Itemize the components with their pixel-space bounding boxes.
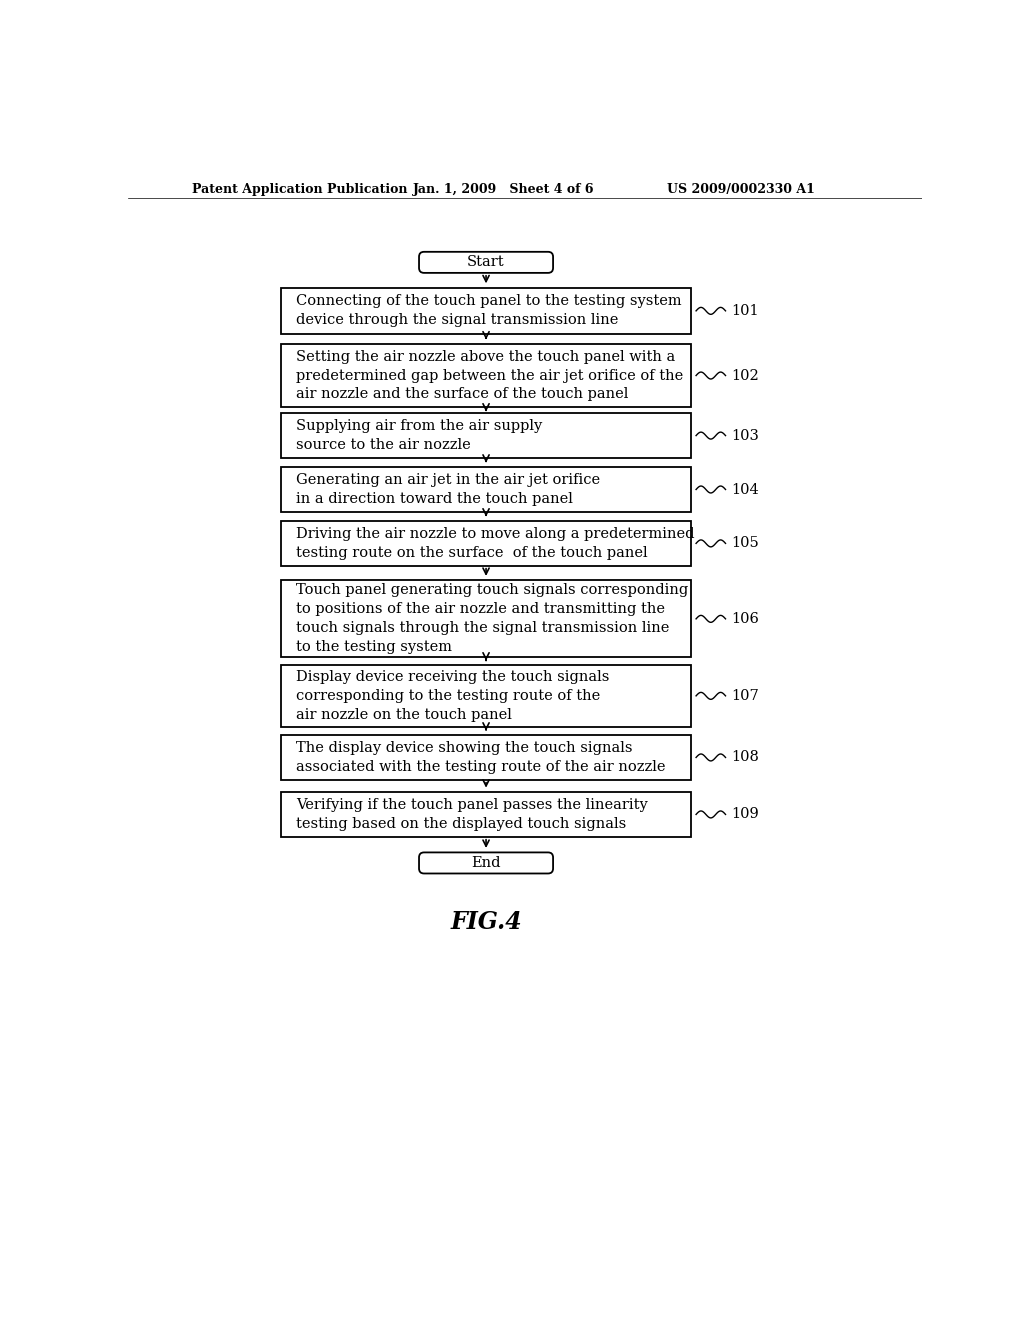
Text: Connecting of the touch panel to the testing system
device through the signal tr: Connecting of the touch panel to the tes… (296, 294, 682, 327)
Text: Touch panel generating touch signals corresponding
to positions of the air nozzl: Touch panel generating touch signals cor… (296, 583, 688, 655)
Text: FIG.4: FIG.4 (451, 911, 522, 935)
Text: Setting the air nozzle above the touch panel with a
predetermined gap between th: Setting the air nozzle above the touch p… (296, 350, 683, 401)
Text: Display device receiving the touch signals
corresponding to the testing route of: Display device receiving the touch signa… (296, 671, 609, 722)
Bar (281, 665, 691, 726)
Text: Start: Start (467, 255, 505, 269)
Text: 101: 101 (732, 304, 760, 318)
Text: Patent Application Publication: Patent Application Publication (191, 183, 408, 197)
Text: 108: 108 (732, 751, 760, 764)
Text: 106: 106 (732, 612, 760, 626)
Text: 105: 105 (732, 536, 760, 550)
Text: Supplying air from the air supply
source to the air nozzle: Supplying air from the air supply source… (296, 420, 543, 451)
Bar (281, 345, 691, 407)
Bar (281, 735, 691, 780)
Text: US 2009/0002330 A1: US 2009/0002330 A1 (667, 183, 814, 197)
Text: 102: 102 (732, 368, 760, 383)
FancyBboxPatch shape (419, 853, 553, 874)
Text: 107: 107 (732, 689, 760, 702)
Bar (281, 581, 691, 657)
Bar (281, 792, 691, 837)
Text: Jan. 1, 2009   Sheet 4 of 6: Jan. 1, 2009 Sheet 4 of 6 (414, 183, 595, 197)
Bar (281, 521, 691, 566)
Text: 109: 109 (732, 808, 760, 821)
FancyBboxPatch shape (419, 252, 553, 273)
Bar (281, 288, 691, 334)
Text: The display device showing the touch signals
associated with the testing route o: The display device showing the touch sig… (296, 741, 666, 774)
Text: Generating an air jet in the air jet orifice
in a direction toward the touch pan: Generating an air jet in the air jet ori… (296, 473, 600, 506)
Bar (281, 467, 691, 512)
Bar (281, 413, 691, 458)
Text: End: End (471, 855, 501, 870)
Text: 103: 103 (732, 429, 760, 442)
Text: 104: 104 (732, 483, 760, 496)
Text: Verifying if the touch panel passes the linearity
testing based on the displayed: Verifying if the touch panel passes the … (296, 799, 648, 830)
Text: Driving the air nozzle to move along a predetermined
testing route on the surfac: Driving the air nozzle to move along a p… (296, 527, 694, 560)
